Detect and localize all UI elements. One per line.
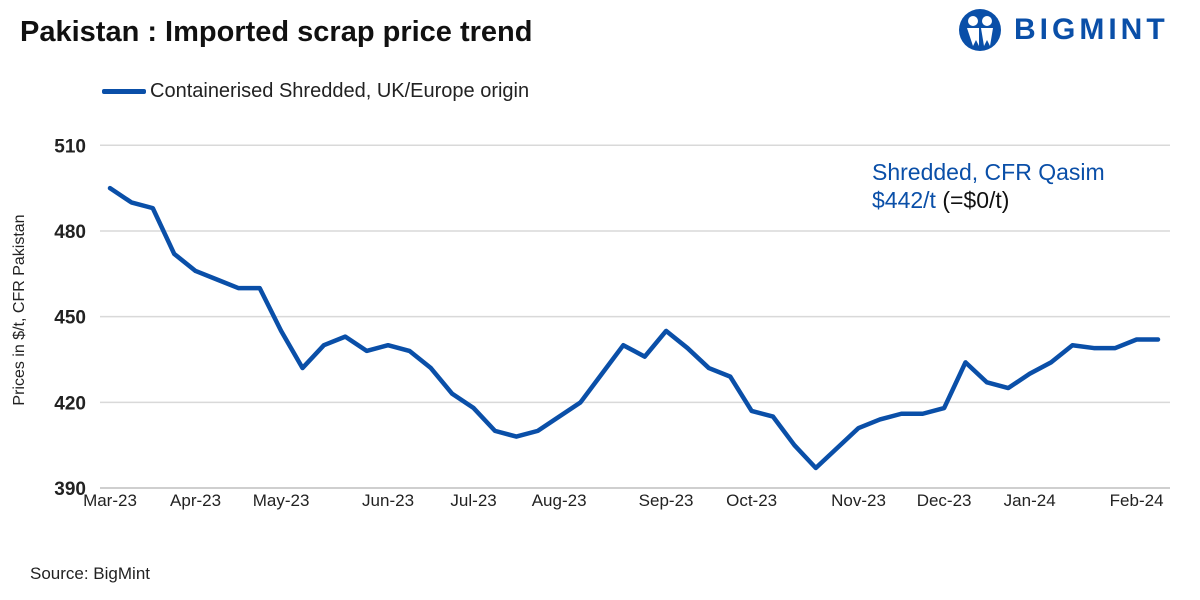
x-tick-label: Nov-23 (831, 491, 886, 510)
y-tick-label: 390 (54, 479, 86, 500)
legend: Containerised Shredded, UK/Europe origin (102, 80, 529, 103)
x-tick-label: Aug-23 (532, 491, 587, 510)
y-tick-label: 510 (54, 136, 86, 157)
x-tick-label: Jul-23 (450, 491, 496, 510)
annotation-price: $442/t (872, 187, 936, 213)
logo-people-icon (959, 9, 1001, 51)
x-tick-label: Mar-23 (83, 491, 137, 510)
x-tick-label: Sep-23 (639, 491, 694, 510)
annotation-title: Shredded, CFR Qasim (872, 159, 1105, 185)
x-tick-label: Apr-23 (170, 491, 221, 510)
chart-title: Pakistan : Imported scrap price trend (20, 16, 533, 48)
price-annotation: Shredded, CFR Qasim $442/t (=$0/t) (872, 158, 1105, 214)
x-tick-label: Jun-23 (362, 491, 414, 510)
y-tick-label: 420 (54, 393, 86, 414)
legend-label: Containerised Shredded, UK/Europe origin (150, 80, 530, 102)
annotation-change: (=$0/t) (942, 187, 1010, 213)
bigmint-logo: BIGMINT (958, 8, 1169, 52)
x-tick-label: Dec-23 (917, 491, 972, 510)
source-note: Source: BigMint (30, 564, 150, 583)
x-tick-label: Oct-23 (726, 491, 777, 510)
y-tick-label: 480 (54, 222, 86, 243)
legend-swatch (102, 89, 146, 94)
x-tick-label: Feb-24 (1110, 491, 1164, 510)
series-line (107, 185, 1161, 471)
logo-text: BIGMINT (1014, 13, 1169, 46)
x-tick-label: May-23 (253, 491, 310, 510)
y-tick-label: 450 (54, 308, 86, 329)
x-tick-label: Jan-24 (1004, 491, 1056, 510)
